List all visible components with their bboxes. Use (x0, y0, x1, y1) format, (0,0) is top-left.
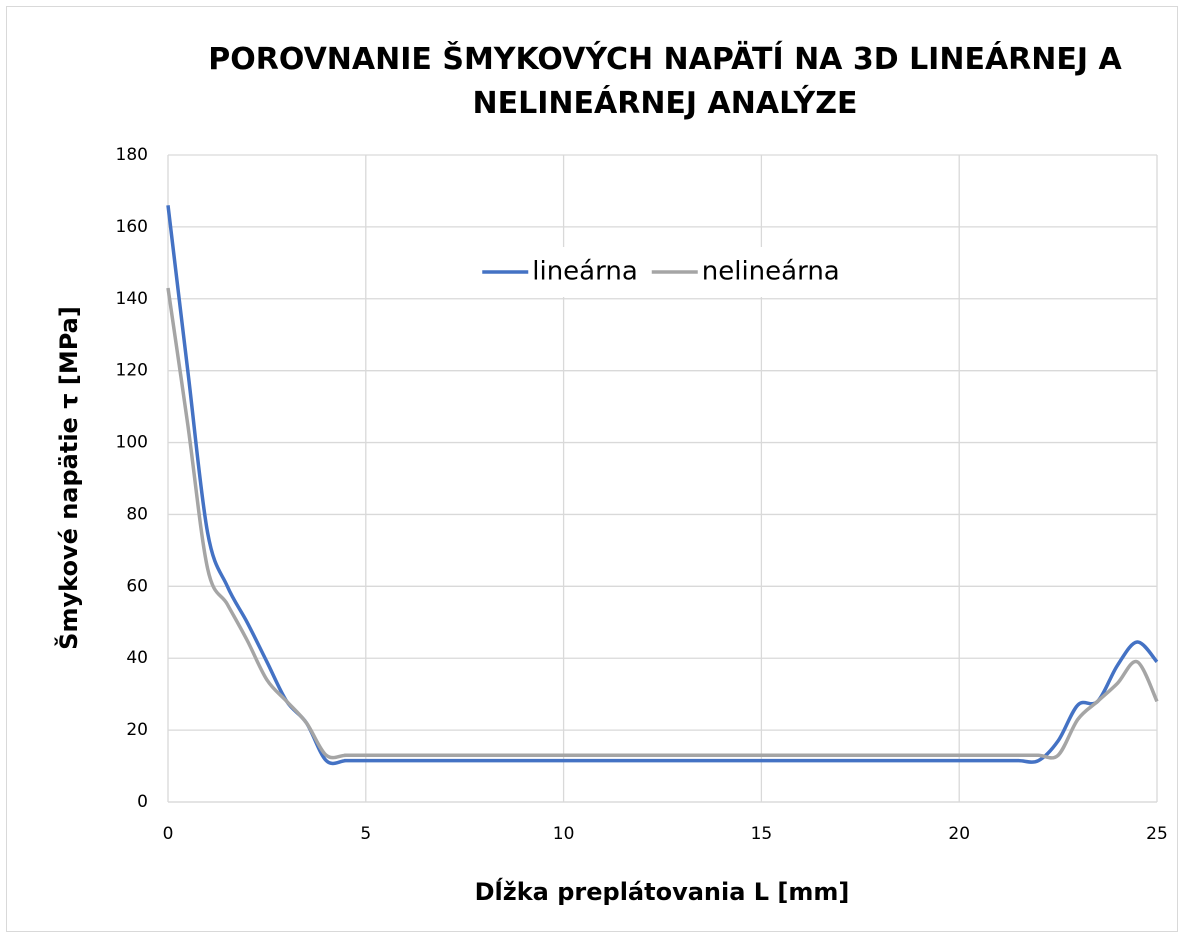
x-tick-label: 20 (948, 824, 970, 844)
x-tick-label: 5 (360, 824, 371, 844)
chart-frame (6, 6, 1178, 932)
data-line (166, 287, 1159, 760)
x-tick-label: 25 (1146, 824, 1168, 844)
x-tick-label: 15 (751, 824, 773, 844)
y-tick-label: 140 (116, 289, 148, 309)
y-tick-label: 80 (126, 504, 148, 524)
y-tick-label: 60 (126, 576, 148, 596)
y-tick-label: 180 (116, 145, 148, 165)
legend-label: lineárna (532, 257, 638, 287)
y-tick-label: 40 (126, 648, 148, 668)
y-tick-label: 0 (137, 792, 148, 812)
y-tick-label: 20 (126, 720, 148, 740)
legend-label: nelineárna (702, 257, 840, 287)
x-tick-label: 0 (163, 824, 174, 844)
chart-title: POROVNANIE ŠMYKOVÝCH NAPÄTÍ NA 3D LINEÁR… (208, 42, 1122, 121)
y-tick-label: 120 (116, 361, 148, 381)
y-tick-label: 100 (116, 433, 148, 453)
y-tick-label: 160 (116, 217, 148, 237)
x-axis-label: Dĺžka preplátovania L [mm] (475, 877, 850, 906)
data-line (166, 205, 1159, 766)
y-axis-label: Šmykové napätie τ [MPa] (53, 306, 83, 650)
x-tick-label: 10 (553, 824, 575, 844)
